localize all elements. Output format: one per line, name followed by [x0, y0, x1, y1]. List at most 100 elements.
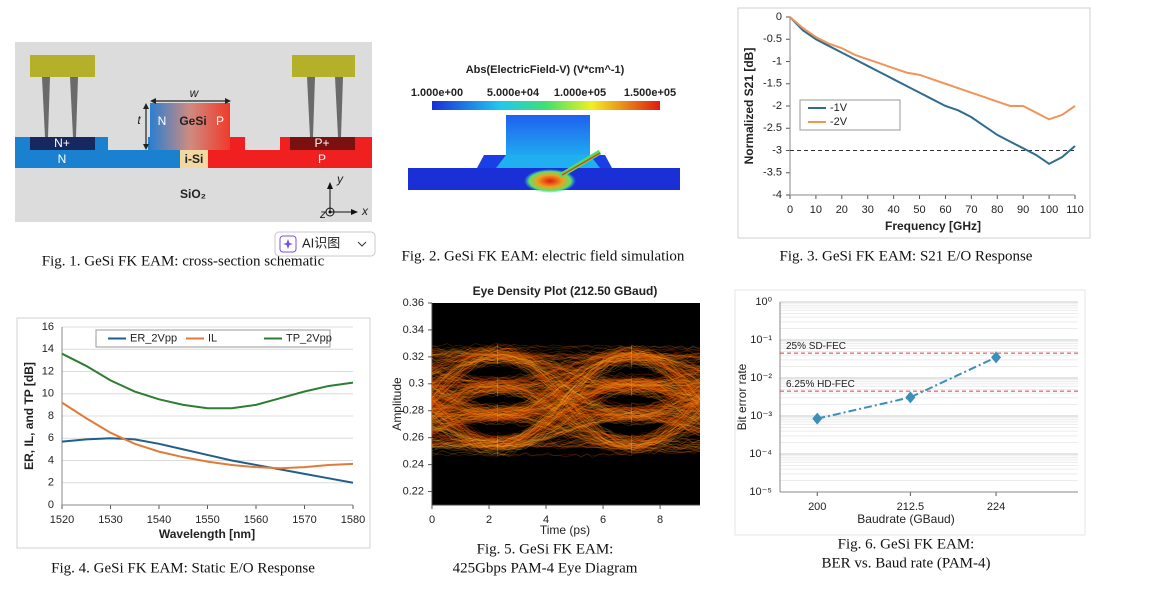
y-tick-label: -3 [772, 144, 782, 156]
eye-trace [432, 356, 700, 433]
eye-trace [432, 347, 700, 395]
eye-trace [432, 348, 700, 414]
eye-trace [432, 364, 700, 457]
eye-trace [432, 406, 700, 426]
gesi-region [150, 103, 230, 150]
eye-trace [432, 384, 700, 450]
eye-trace [432, 349, 700, 385]
eye-trace [432, 354, 700, 418]
metal-pad [292, 55, 355, 77]
series-line [61, 437, 354, 484]
eye-trace [432, 347, 700, 442]
eye-trace [432, 355, 700, 420]
arrow-head [327, 182, 333, 189]
eye-trace [432, 351, 700, 417]
eye-trace [432, 383, 700, 448]
eye-trace [432, 346, 700, 425]
region-label: N+ [54, 136, 70, 150]
figure-caption: Fig. 2. GeSi FK EAM: electric field simu… [402, 248, 685, 264]
eye-trace [432, 346, 700, 424]
figure-caption: BER vs. Baud rate (PAM-4) [821, 555, 990, 571]
eye-trace [432, 386, 700, 433]
eye-trace [432, 373, 700, 452]
eye-trace [432, 349, 700, 443]
ai-button[interactable]: AI识图 [274, 231, 376, 257]
eye-trace [432, 380, 700, 447]
eye-trace [432, 379, 700, 414]
eye-trace [432, 400, 700, 450]
eye-trace [432, 353, 700, 447]
x-tick-label: 100 [1040, 204, 1058, 216]
eye-trace [432, 385, 700, 433]
eye-trace [432, 388, 700, 452]
eye-trace [432, 381, 700, 444]
eye-trace [432, 364, 700, 382]
eye-trace [432, 379, 700, 412]
eye-trace [432, 356, 700, 450]
y-axis-label: Bit error rate [735, 363, 749, 430]
figure-caption: Fig. 5. GeSi FK EAM: [477, 541, 614, 557]
eye-trace [432, 391, 700, 426]
eye-trace [432, 383, 700, 417]
eye-trace [432, 356, 700, 388]
eye-trace [432, 383, 700, 391]
x-tick-label: 10 [810, 204, 822, 216]
eye-trace [432, 347, 700, 409]
eye-trace [432, 350, 700, 387]
eye-trace [432, 389, 700, 425]
y-tick-label: 6 [48, 432, 54, 444]
eye-trace [432, 353, 700, 448]
ai-button-box[interactable] [274, 231, 376, 257]
eye-trace [432, 354, 700, 399]
x-tick-label: 2 [486, 514, 492, 526]
x-tick-label: 200 [808, 501, 826, 513]
eye-trace [432, 379, 700, 413]
eye-trace [432, 391, 700, 455]
region-label: GeSi [179, 114, 206, 128]
eye-trace [432, 351, 700, 430]
eye-trace [432, 379, 700, 442]
eye-trace [432, 359, 700, 423]
y-tick-label: 10⁻⁴ [749, 448, 772, 460]
eye-trace [432, 377, 700, 441]
eye-trace [432, 345, 700, 393]
series-line [789, 16, 1076, 166]
eye-trace [432, 353, 700, 389]
eye-trace [432, 343, 700, 392]
eye-trace [432, 358, 700, 453]
eye-trace [432, 344, 700, 391]
x-tick-label: 1530 [98, 514, 122, 526]
eye-trace [432, 352, 700, 444]
eye-trace [432, 386, 700, 448]
eye-trace [432, 405, 700, 440]
eye-trace [432, 352, 700, 430]
eye-trace [432, 354, 700, 419]
eye-trace [432, 387, 700, 394]
eye-trace [432, 358, 700, 408]
region-label: N [158, 114, 167, 128]
eye-trace [432, 351, 700, 429]
legend-label: -2V [830, 116, 848, 128]
y-tick-label: -0.5 [763, 33, 782, 45]
ai-button-label[interactable]: AI识图 [302, 235, 340, 250]
eye-trace [432, 345, 700, 439]
arrow-head [143, 103, 149, 109]
eye-trace [432, 382, 700, 417]
eye-trace [432, 373, 700, 410]
eye-trace [432, 378, 700, 442]
eye-trace [432, 405, 700, 441]
thickness-label: t [137, 113, 141, 127]
eye-trace [432, 359, 700, 406]
eye-trace [432, 410, 700, 445]
eye-trace [432, 383, 700, 428]
eye-trace [432, 385, 700, 433]
eye-trace [432, 389, 700, 426]
chart-title: Eye Density Plot (212.50 GBaud) [473, 284, 658, 298]
eye-trace [432, 400, 700, 447]
eye-trace [432, 382, 700, 417]
y-tick-label: -1 [772, 55, 782, 67]
eye-trace [432, 355, 700, 403]
eye-trace [432, 402, 700, 419]
eye-trace [432, 391, 700, 426]
eye-trace [432, 389, 700, 407]
